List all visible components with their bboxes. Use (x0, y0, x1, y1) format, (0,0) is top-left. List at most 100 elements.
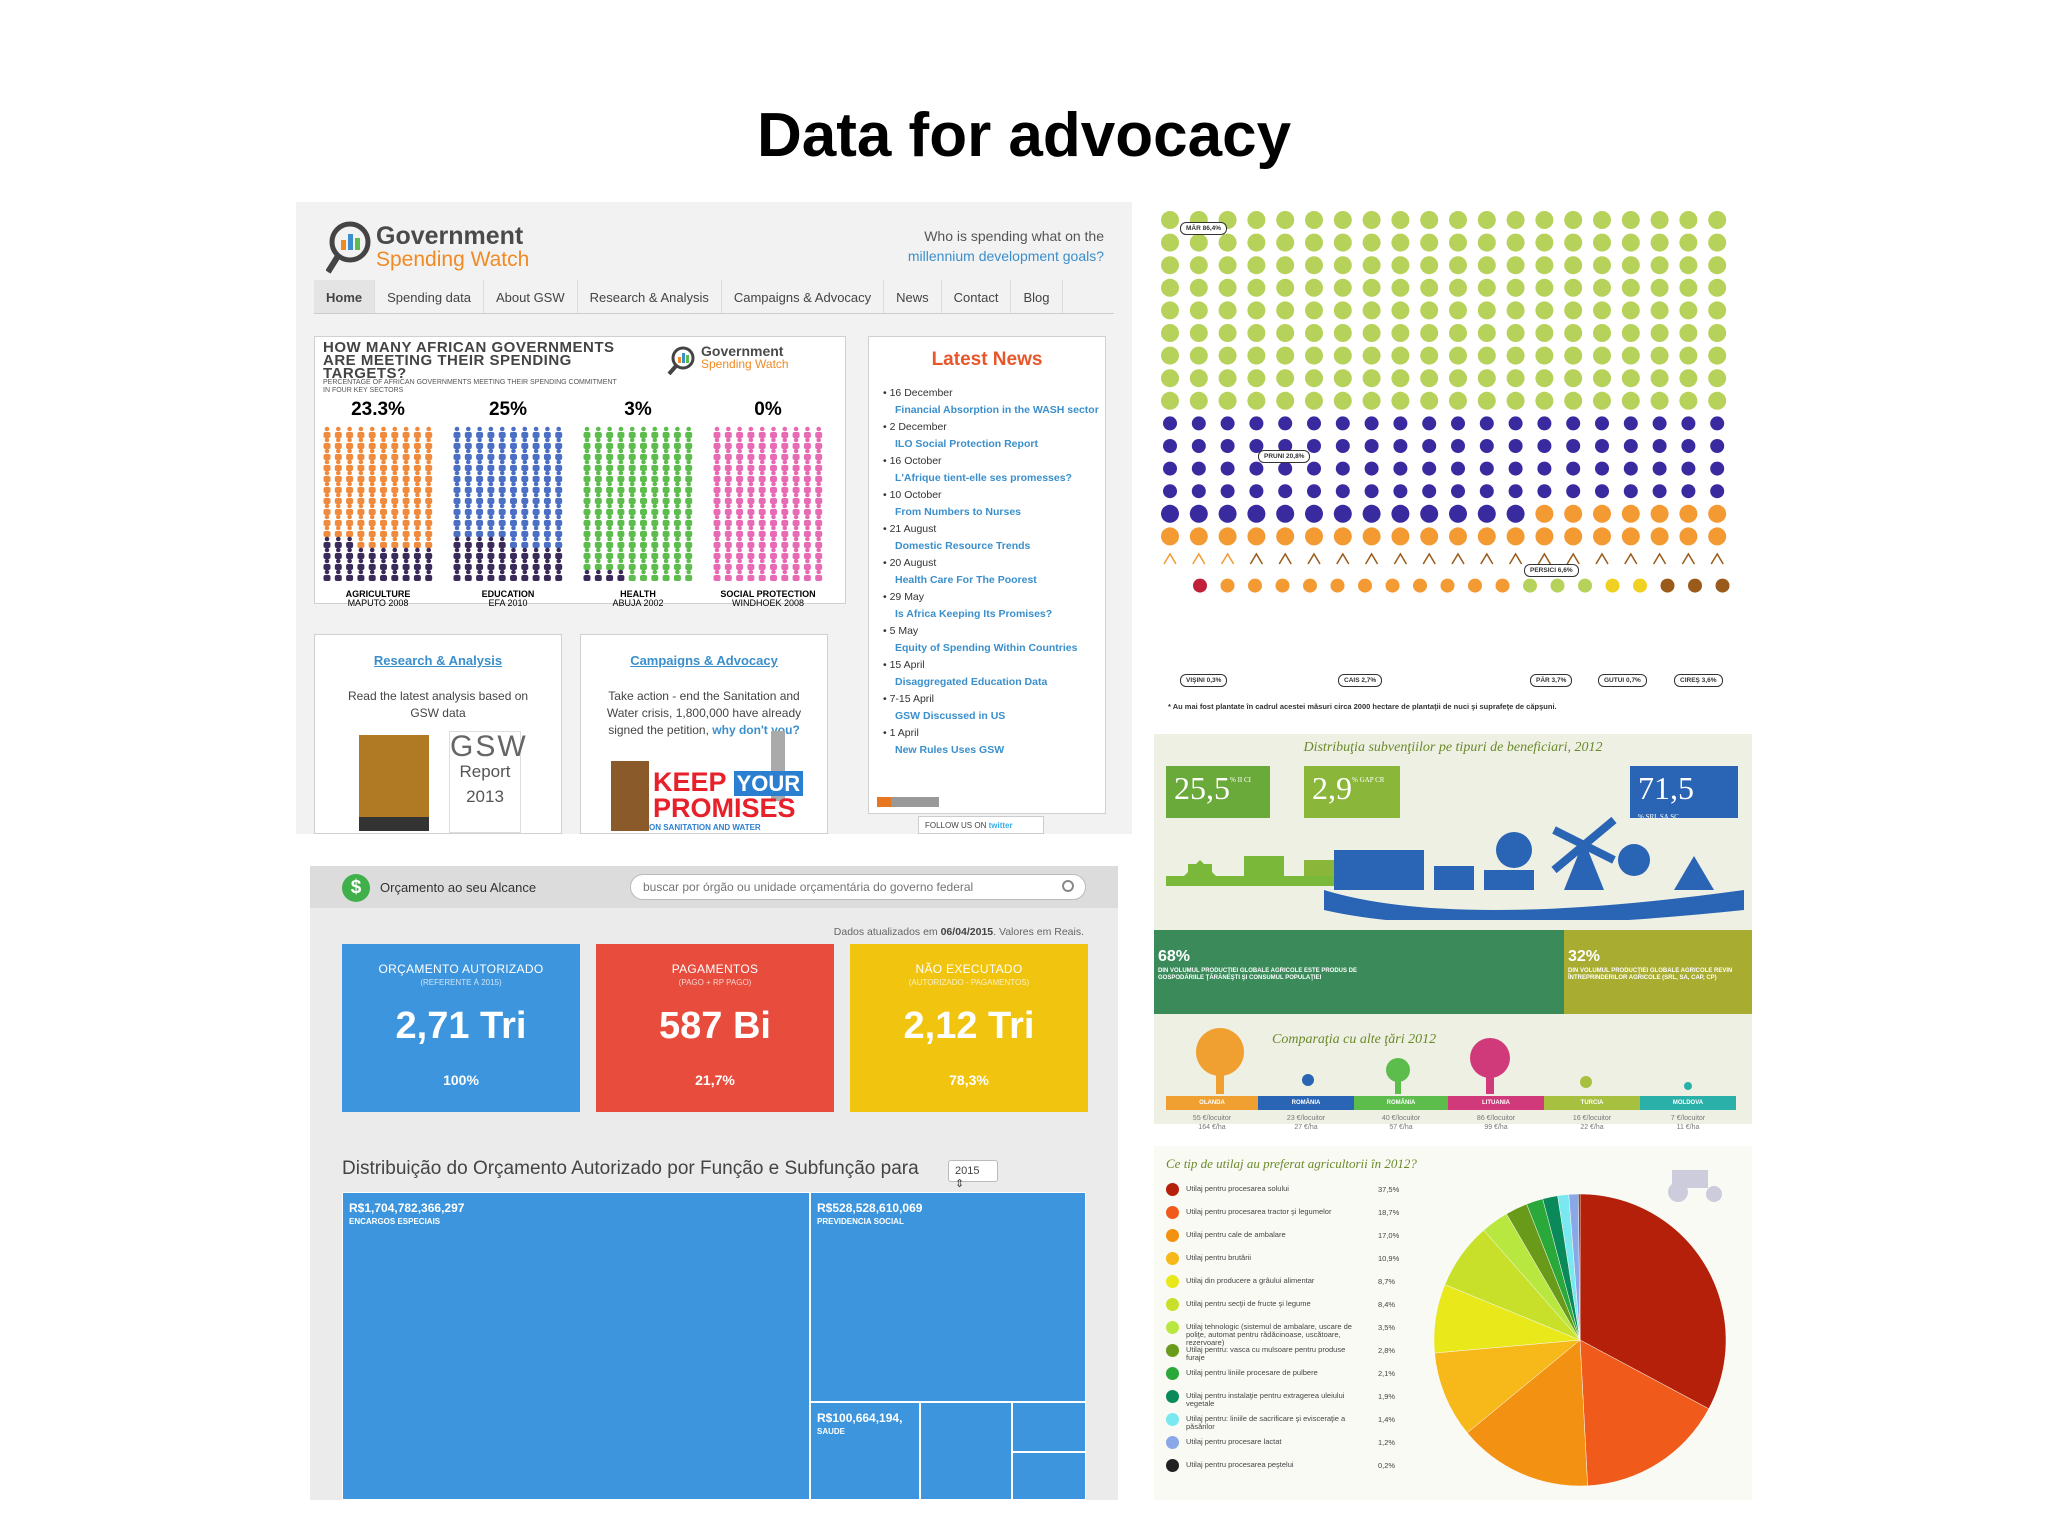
gsw-tagline-2[interactable]: millennium development goals? (907, 248, 1104, 264)
legend-label: Utilaj pentru secţii de fructe şi legume (1186, 1299, 1311, 1308)
person-icon (510, 525, 517, 537)
fruit-label: PĂR 3,7% (1530, 674, 1573, 687)
news-link[interactable]: New Rules Uses GSW (895, 744, 1005, 756)
news-link[interactable]: From Numbers to Nurses (895, 506, 1022, 518)
person-icon (464, 426, 472, 438)
person-icon (583, 558, 591, 570)
treemap-encargos[interactable]: R$1,704,782,366,297 ENCARGOS ESPECIAIS (342, 1192, 810, 1500)
orcamento-search-input[interactable] (630, 874, 1086, 900)
toilet-hut-icon (611, 761, 649, 831)
treemap-cell[interactable] (1012, 1452, 1086, 1500)
fruit-icon (1391, 233, 1410, 252)
news-link[interactable]: ILO Social Protection Report (895, 438, 1038, 450)
person-icon (770, 492, 777, 504)
nav-about[interactable]: About GSW (484, 280, 578, 313)
person-icon (781, 525, 789, 537)
person-icon (368, 547, 376, 559)
fruit-icon (1566, 552, 1580, 565)
fruit-icon (1679, 278, 1698, 297)
nav-campaigns[interactable]: Campaigns & Advocacy (722, 280, 885, 313)
farm-landscape-illustration (1166, 816, 1744, 920)
fruit-icon (1247, 346, 1266, 365)
fruit-icon (1477, 346, 1496, 365)
person-icon (747, 492, 755, 504)
research-heading[interactable]: Research & Analysis (373, 653, 503, 668)
follow-twitter[interactable]: FOLLOW US ON twitter (918, 816, 1044, 834)
news-link[interactable]: Equity of Spending Within Countries (895, 642, 1078, 654)
dollar-logo-icon[interactable]: $ (342, 874, 370, 902)
fruit-icon (1564, 278, 1583, 297)
person-icon (792, 525, 800, 537)
fruit-icon (1333, 233, 1352, 252)
person-icon (606, 470, 614, 482)
person-icon (391, 569, 399, 581)
fruit-icon (1189, 256, 1208, 275)
nav-spending-data[interactable]: Spending data (375, 280, 484, 313)
nav-blog[interactable]: Blog (1011, 280, 1063, 313)
keep-your-promises-banner[interactable]: KEEP YOUR PROMISES ON SANITATION AND WAT… (611, 731, 807, 834)
kpi-pagamentos[interactable]: PAGAMENTOS (PAGO + RP PAGO) 587 Bi 21,7% (596, 944, 834, 1112)
person-icon (368, 426, 376, 438)
magnifier-chart-icon (326, 221, 371, 274)
fruit-icon (1535, 233, 1554, 252)
year-select[interactable]: 2015 ⇕ (948, 1160, 998, 1190)
fruit-icon (1593, 527, 1611, 546)
campaigns-heading[interactable]: Campaigns & Advocacy (630, 653, 778, 668)
gsw-logo[interactable]: Government Spending Watch (326, 218, 546, 276)
person-icon (380, 481, 387, 493)
treemap-previdencia[interactable]: R$528,528,610,069 PREVIDENCIA SOCIAL (810, 1192, 1086, 1402)
legend-swatch (1166, 1390, 1179, 1403)
news-date: 16 December (883, 387, 953, 399)
person-icon (662, 514, 670, 526)
person-icon (323, 437, 331, 449)
news-link[interactable]: Health Care For The Poorest (895, 574, 1037, 586)
report-cover-image[interactable] (359, 735, 429, 831)
rss-icon[interactable] (877, 797, 939, 807)
twitter-logo: twitter (988, 821, 1013, 830)
person-icon (543, 503, 551, 515)
search-icon[interactable] (1062, 880, 1074, 892)
fruit-icon (1391, 278, 1410, 297)
person-icon (758, 503, 766, 515)
news-link[interactable]: GSW Discussed in US (895, 710, 1006, 722)
fruit-icon (1708, 324, 1727, 342)
kpi-orcamento-autorizado[interactable]: ORÇAMENTO AUTORIZADO (REFERENTE À 2015) … (342, 944, 580, 1112)
nav-contact[interactable]: Contact (942, 280, 1012, 313)
orcamento-app-name[interactable]: Orçamento ao seu Alcance (380, 880, 537, 895)
sector-sub: EFA 2010 (488, 598, 528, 608)
person-icon (532, 492, 540, 504)
pie-legend-item: Utilaj tehnologic (sistemul de ambalare,… (1166, 1320, 1416, 1347)
news-link[interactable]: Financial Absorption in the WASH sector (895, 404, 1099, 416)
news-link[interactable]: Disaggregated Education Data (895, 676, 1048, 688)
person-icon (628, 514, 636, 526)
person-icon (713, 569, 721, 581)
treemap-cell[interactable] (1012, 1402, 1086, 1452)
nav-research[interactable]: Research & Analysis (578, 280, 722, 313)
nav-news[interactable]: News (884, 280, 942, 313)
kpi-nao-executado[interactable]: NÃO EXECUTADO (AUTORIZADO - PAGAMENTOS) … (850, 944, 1088, 1112)
fruit-icon (1480, 552, 1494, 565)
person-icon (651, 437, 659, 449)
legend-label: Utilaj pentru: vasca cu mulsoare pentru … (1186, 1345, 1346, 1362)
person-icon (736, 459, 744, 471)
spending-targets-infographic[interactable]: HOW MANY AFRICAN GOVERNMENTS ARE MEETING… (314, 336, 846, 608)
infographic-logo-1: Government (701, 343, 784, 359)
news-link[interactable]: Is Africa Keeping Its Promises? (895, 608, 1053, 620)
person-icon (662, 492, 670, 504)
fruit-label: PERSICI 6,6% (1524, 564, 1579, 577)
person-icon (543, 525, 551, 537)
news-link[interactable]: Domestic Resource Trends (895, 540, 1031, 552)
nav-home[interactable]: Home (314, 280, 376, 313)
news-link[interactable]: L'Afrique tient-elle ses promesses? (895, 472, 1072, 484)
fruit-icon (1537, 484, 1552, 499)
fruit-icon (1420, 233, 1439, 252)
fruit-icon (1307, 416, 1321, 431)
country-bar: LITUANIA (1448, 1096, 1544, 1110)
fruit-icon (1506, 256, 1525, 275)
person-icon (425, 470, 433, 482)
treemap-cell[interactable] (920, 1402, 1012, 1500)
fruit-icon (1708, 278, 1727, 297)
gsw-report-2013[interactable]: GSW Report 2013 (449, 731, 526, 833)
fruit-icon (1477, 527, 1496, 546)
treemap-saude[interactable]: R$100,664,194, SAUDE (810, 1402, 920, 1500)
